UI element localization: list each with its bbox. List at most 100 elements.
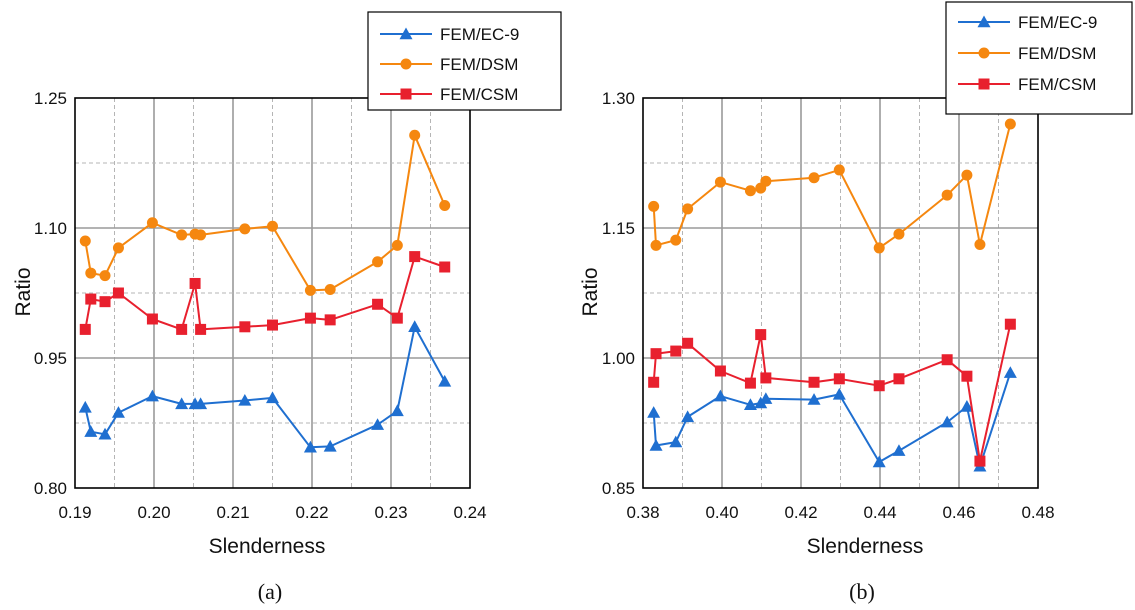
y-axis-label-b: Ratio <box>579 267 602 316</box>
legend-marker-b-0 <box>977 15 991 28</box>
caption-a: (a) <box>258 579 282 604</box>
y-tick-a-1: 0.95 <box>34 349 67 368</box>
data-point-b-2-8 <box>808 376 820 388</box>
data-point-b-0-9 <box>832 387 846 400</box>
data-point-a-0-0 <box>78 400 92 413</box>
data-point-b-1-10 <box>873 242 885 254</box>
legend-marker-b-1 <box>978 47 990 59</box>
data-point-a-1-0 <box>79 235 91 247</box>
x-tick-b-0: 0.38 <box>626 503 659 522</box>
data-point-a-2-0 <box>79 323 91 335</box>
data-point-b-2-5 <box>744 377 756 389</box>
data-point-a-2-7 <box>195 323 207 335</box>
x-tick-a-1: 0.20 <box>137 503 170 522</box>
legend-a: FEM/EC-9 FEM/DSM FEM/CSM <box>367 11 562 111</box>
legend-label-b-1: FEM/DSM <box>1018 44 1096 63</box>
data-point-a-2-3 <box>112 287 124 299</box>
series-group-a <box>78 129 452 453</box>
data-point-a-2-6 <box>189 277 201 289</box>
x-tick-a-0: 0.19 <box>58 503 91 522</box>
data-point-b-1-7 <box>760 175 772 187</box>
data-point-a-2-12 <box>372 298 384 310</box>
legend-label-b-2: FEM/CSM <box>1018 75 1096 94</box>
data-point-b-0-11 <box>892 444 906 456</box>
data-point-b-1-12 <box>941 189 953 201</box>
data-point-b-1-13 <box>961 169 973 181</box>
data-point-a-0-5 <box>175 397 189 410</box>
x-tick-b-3: 0.44 <box>863 503 896 522</box>
data-point-a-0-11 <box>323 439 337 452</box>
x-axis-label-a: Slenderness <box>209 535 326 558</box>
data-point-b-0-4 <box>713 389 727 402</box>
x-tick-b-2: 0.42 <box>784 503 817 522</box>
x-tick-b-5: 0.48 <box>1021 503 1054 522</box>
data-point-a-1-8 <box>239 223 251 235</box>
data-point-b-1-14 <box>974 238 986 250</box>
data-point-a-1-4 <box>146 217 158 229</box>
data-point-b-1-8 <box>808 172 820 184</box>
series-line-b-2 <box>652 323 1012 463</box>
data-point-a-2-1 <box>85 293 97 305</box>
data-point-b-1-2 <box>670 234 682 246</box>
data-point-a-1-9 <box>267 220 278 232</box>
data-point-b-0-12 <box>940 415 954 428</box>
caption-b: (b) <box>849 579 875 604</box>
y-tick-a-2: 1.10 <box>34 219 67 238</box>
data-point-a-2-4 <box>146 313 158 325</box>
data-point-a-0-9 <box>266 391 279 404</box>
data-point-a-1-10 <box>304 284 316 296</box>
data-point-b-0-7 <box>759 392 773 404</box>
data-point-b-0-1 <box>649 439 663 451</box>
data-point-a-1-14 <box>409 129 421 141</box>
legend-label-a-1: FEM/DSM <box>440 55 518 74</box>
plot-frame-b <box>642 97 1039 489</box>
series-line-a-1 <box>84 134 446 292</box>
data-point-b-1-3 <box>682 203 694 215</box>
x-tick-b-4: 0.46 <box>942 503 975 522</box>
legend-label-b-0: FEM/EC-9 <box>1018 13 1097 32</box>
y-tick-b-0: 0.85 <box>602 479 635 498</box>
data-point-a-1-1 <box>85 267 97 279</box>
series-line-b-0 <box>652 372 1012 468</box>
data-point-a-0-7 <box>194 397 208 410</box>
data-point-b-2-15 <box>1004 318 1016 330</box>
data-point-a-0-1 <box>84 425 98 437</box>
data-point-b-1-0 <box>648 200 660 212</box>
data-point-a-1-11 <box>324 284 336 296</box>
data-point-a-0-14 <box>408 320 422 332</box>
data-point-a-1-7 <box>195 229 207 241</box>
chart-panel-a: 0.80 0.95 1.10 1.25 0.19 0.20 0.21 0.22 … <box>12 11 562 604</box>
data-point-a-0-4 <box>145 389 159 402</box>
data-point-a-1-15 <box>439 199 451 211</box>
legend-box-b <box>945 1 1133 115</box>
ticks-a: 0.80 0.95 1.10 1.25 0.19 0.20 0.21 0.22 … <box>34 89 487 522</box>
plot-frame-a <box>74 97 471 489</box>
data-point-b-2-10 <box>873 380 885 392</box>
data-point-a-0-15 <box>438 374 452 387</box>
data-point-a-2-8 <box>239 321 251 333</box>
data-point-b-0-2 <box>669 435 683 448</box>
data-point-a-2-2 <box>99 296 111 308</box>
x-tick-a-4: 0.23 <box>374 503 407 522</box>
data-point-a-2-11 <box>324 314 336 326</box>
series-group-b <box>647 118 1017 472</box>
data-point-a-0-12 <box>371 418 385 430</box>
data-point-a-1-13 <box>391 239 403 251</box>
data-point-a-2-5 <box>176 323 188 335</box>
data-point-b-1-9 <box>833 164 845 176</box>
y-tick-a-0: 0.80 <box>34 479 67 498</box>
data-point-b-0-15 <box>1003 366 1017 378</box>
data-point-a-0-8 <box>238 393 252 406</box>
data-point-a-0-2 <box>98 427 112 440</box>
data-point-b-2-3 <box>682 337 694 349</box>
legend-marker-a-2 <box>400 88 412 100</box>
data-point-a-1-3 <box>112 242 124 254</box>
data-point-b-2-6 <box>755 329 767 341</box>
data-point-b-2-1 <box>650 348 662 360</box>
data-point-b-1-4 <box>714 176 726 188</box>
legend-marker-a-1 <box>400 58 412 70</box>
data-point-b-2-13 <box>961 370 973 382</box>
data-point-b-0-8 <box>807 393 821 405</box>
data-point-a-2-10 <box>304 312 316 324</box>
